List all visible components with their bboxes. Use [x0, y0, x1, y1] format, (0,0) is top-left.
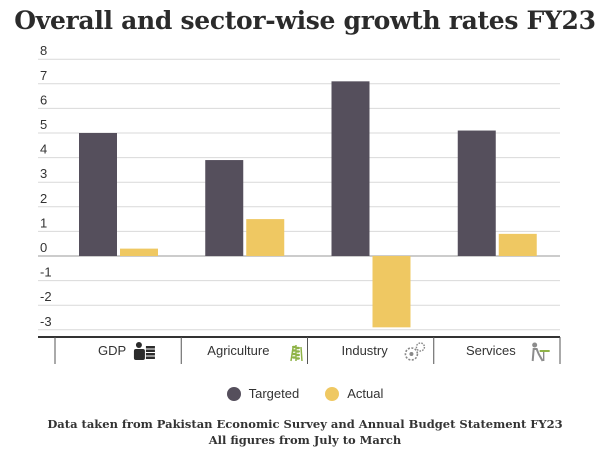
- x-tick-label: Industry: [342, 343, 389, 358]
- footnote-period: All figures from July to March: [208, 433, 402, 447]
- bar-actual-agriculture: [246, 219, 285, 256]
- y-tick-label: 1: [40, 215, 47, 230]
- bar-actual-industry: [372, 256, 411, 328]
- legend-label-targeted: Targeted: [248, 386, 300, 401]
- y-tick-label: 7: [40, 68, 47, 83]
- x-tick-label: Services: [466, 343, 516, 358]
- y-tick-label: 8: [40, 43, 47, 58]
- wheat-icon: [290, 345, 303, 362]
- y-tick-label: 3: [40, 166, 47, 181]
- legend-swatch-actual: [325, 386, 340, 401]
- bar-actual-gdp: [120, 248, 158, 256]
- legend-item-actual[interactable]: Actual: [325, 386, 383, 401]
- y-tick-label: 6: [40, 92, 47, 107]
- y-tick-label: -2: [40, 289, 52, 304]
- y-tick-label: -3: [40, 314, 52, 329]
- x-tick-label: GDP: [98, 343, 126, 358]
- y-tick-label: -1: [40, 265, 52, 280]
- y-tick-label: 2: [40, 191, 47, 206]
- x-tick-label: Agriculture: [207, 343, 269, 358]
- legend-label-actual: Actual: [347, 386, 384, 401]
- bar-chart: 8 7 6 5 4 3 2 1 0 -1 -2 -3 GDP Agriculture Industry Ser…: [38, 43, 561, 364]
- footnote-source: Data taken from Pakistan Economic Survey…: [47, 417, 563, 431]
- worker-icon: [531, 342, 550, 362]
- y-tick-label: 0: [40, 240, 47, 255]
- y-tick-label: 5: [40, 117, 47, 132]
- bar-targeted-gdp: [79, 133, 117, 256]
- chart-title: Overall and sector-wise growth rates FY2…: [14, 6, 596, 35]
- gears-icon: [404, 342, 426, 361]
- legend-swatch-targeted: [226, 386, 241, 401]
- bar-targeted-agriculture: [205, 160, 244, 256]
- bar-actual-services: [498, 233, 537, 256]
- bar-targeted-services: [457, 130, 496, 256]
- bar-targeted-industry: [331, 81, 370, 256]
- legend-item-targeted[interactable]: Targeted: [226, 386, 300, 401]
- legend: Targeted Actual: [0, 386, 610, 401]
- money-coins-icon: [133, 342, 155, 360]
- y-tick-label: 4: [40, 142, 47, 157]
